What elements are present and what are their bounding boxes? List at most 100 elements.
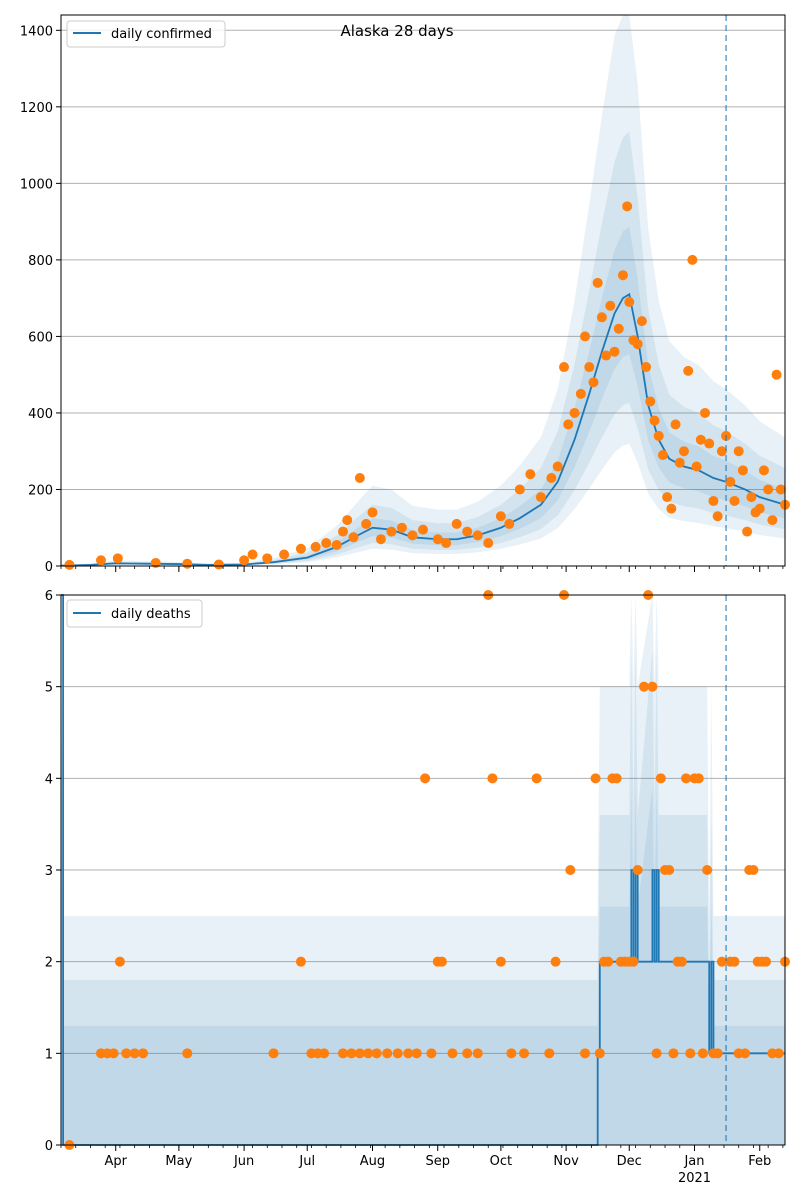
confirmed-point xyxy=(150,557,161,568)
deaths-point xyxy=(392,1048,403,1059)
confirmed-point xyxy=(580,331,591,342)
x-tick-label: Nov xyxy=(553,1154,579,1169)
x-tick-label: Dec xyxy=(617,1154,642,1169)
confirmed-point xyxy=(338,526,349,537)
confirmed-point xyxy=(375,534,386,545)
deaths-ytick-label: 2 xyxy=(45,956,53,971)
confirmed-observed-points xyxy=(64,201,790,570)
deaths-y-axis: 0 1 2 3 4 5 6 xyxy=(45,589,61,1154)
confirmed-ytick-label: 600 xyxy=(28,330,53,345)
deaths-point xyxy=(655,773,666,784)
deaths-point xyxy=(426,1048,437,1059)
deaths-point xyxy=(121,1048,132,1059)
confirmed-point xyxy=(737,465,748,476)
deaths-point xyxy=(544,1048,555,1059)
deaths-point xyxy=(716,956,727,967)
deaths-point xyxy=(611,773,622,784)
confirmed-point xyxy=(678,446,689,457)
deaths-point xyxy=(295,956,306,967)
confirmed-point xyxy=(295,543,306,554)
deaths-point xyxy=(114,956,125,967)
confirmed-point xyxy=(239,555,250,566)
deaths-point xyxy=(628,956,639,967)
x-tick-label: May xyxy=(165,1154,192,1169)
confirmed-point xyxy=(546,472,557,483)
deaths-point xyxy=(603,956,614,967)
confirmed-y-axis: 0 200 400 600 800 1000 1200 1400 xyxy=(20,24,61,575)
deaths-point xyxy=(590,773,601,784)
deaths-ytick-label: 4 xyxy=(45,772,53,787)
confirmed-point xyxy=(361,518,372,529)
confirmed-point xyxy=(575,388,586,399)
confirmed-point xyxy=(354,472,365,483)
deaths-point xyxy=(697,1048,708,1059)
deaths-point xyxy=(506,1048,517,1059)
confirmed-point xyxy=(552,461,563,472)
deaths-band-3 xyxy=(61,595,785,1145)
confirmed-point xyxy=(462,526,473,537)
deaths-point xyxy=(403,1048,414,1059)
confirmed-point xyxy=(213,559,224,570)
deaths-point xyxy=(519,1048,530,1059)
deaths-point xyxy=(108,1048,119,1059)
confirmed-point xyxy=(666,503,677,514)
deaths-point xyxy=(594,1048,605,1059)
deaths-point xyxy=(580,1048,591,1059)
confirmed-panel: 0 200 400 600 800 1000 1200 1400 daily confirme… xyxy=(20,14,790,575)
confirmed-legend-label: daily confirmed xyxy=(111,27,212,42)
x-tick-label: Sep xyxy=(425,1154,450,1169)
confirmed-point xyxy=(342,515,353,526)
deaths-point xyxy=(748,865,759,875)
confirmed-point xyxy=(321,538,332,549)
deaths-point xyxy=(664,865,675,875)
confirmed-point xyxy=(182,558,193,569)
x-tick-label: Jun xyxy=(233,1154,254,1169)
confirmed-point xyxy=(687,254,698,265)
confirmed-point xyxy=(771,369,782,380)
confirmed-point xyxy=(763,484,774,495)
confirmed-legend-box xyxy=(66,20,226,48)
confirmed-point xyxy=(613,323,624,334)
confirmed-point xyxy=(716,446,727,457)
deaths-point xyxy=(712,1048,723,1059)
confirmed-point xyxy=(601,350,612,361)
confirmed-point xyxy=(441,538,452,549)
confirmed-point xyxy=(588,377,599,388)
deaths-band-2 xyxy=(61,595,785,1145)
deaths-uncertainty-bands xyxy=(61,595,785,1145)
deaths-band-1 xyxy=(61,595,785,1145)
confirmed-ytick-label: 0 xyxy=(45,560,53,575)
confirmed-point xyxy=(563,419,574,430)
confirmed-ytick-label: 1200 xyxy=(20,101,53,116)
confirmed-point xyxy=(535,492,546,503)
deaths-panel: 0 1 2 3 4 5 6 Apr May Jun Jul Aug Sep Oct Nov Dec Jan 20… xyxy=(45,589,790,1186)
deaths-point xyxy=(761,956,772,967)
confirmed-point xyxy=(310,541,321,552)
deaths-point xyxy=(668,1048,679,1059)
deaths-legend-box xyxy=(66,599,203,628)
confirmed-point xyxy=(657,450,668,461)
confirmed-point xyxy=(622,201,633,212)
confirmed-point xyxy=(495,511,506,522)
confirmed-point xyxy=(432,534,443,545)
confirmed-point xyxy=(725,476,736,487)
x-tick-label: Oct xyxy=(490,1154,512,1169)
deaths-point xyxy=(676,956,687,967)
confirmed-point xyxy=(733,446,744,457)
confirmed-point xyxy=(758,465,769,476)
confirmed-point xyxy=(605,300,616,311)
confirmed-point xyxy=(367,507,378,518)
confirmed-point xyxy=(708,495,719,506)
confirmed-point xyxy=(742,526,753,537)
deaths-point xyxy=(681,773,692,784)
confirmed-legend: daily confirmed xyxy=(66,20,226,48)
x-tick-label: Feb xyxy=(748,1154,771,1169)
deaths-point xyxy=(632,865,643,875)
deaths-point xyxy=(565,865,576,875)
confirmed-point xyxy=(569,407,580,418)
deaths-point xyxy=(182,1048,193,1059)
x-tick-label: Jan xyxy=(683,1154,704,1169)
confirmed-point xyxy=(483,538,494,549)
deaths-point xyxy=(129,1048,140,1059)
confirmed-point xyxy=(662,492,673,503)
